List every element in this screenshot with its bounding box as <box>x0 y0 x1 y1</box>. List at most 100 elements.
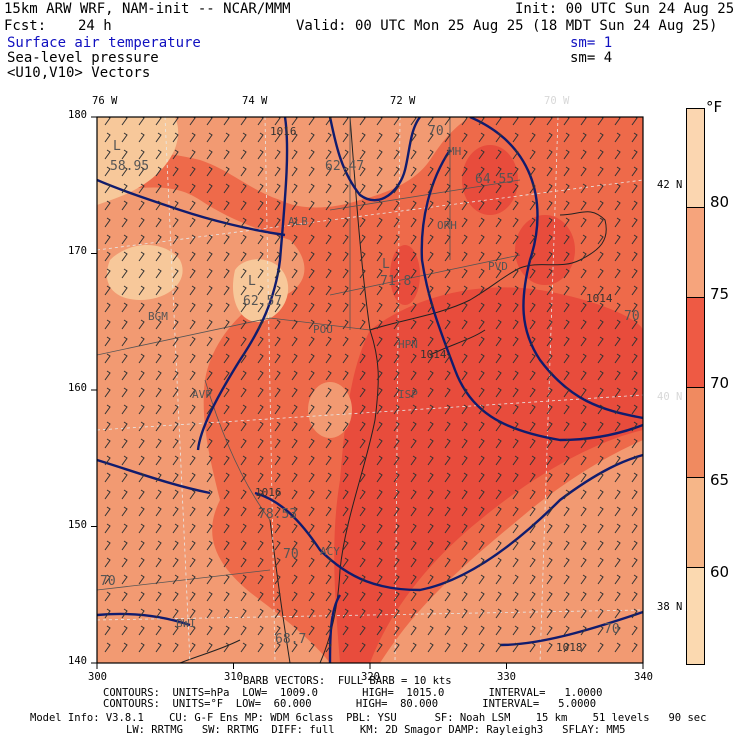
wind-barb <box>546 268 553 279</box>
wind-barb <box>631 642 638 653</box>
wind-barb <box>546 200 553 211</box>
wind-barb <box>240 268 247 279</box>
wind-barb <box>172 132 179 143</box>
wind-barb <box>529 642 536 653</box>
wind-barb <box>257 217 264 228</box>
wind-barb <box>325 438 332 449</box>
wind-barb <box>563 625 570 636</box>
wind-barb <box>291 183 298 194</box>
wind-barb <box>240 251 247 262</box>
wind-barb <box>427 234 434 245</box>
wind-barb <box>172 387 179 398</box>
wind-barb <box>597 455 604 466</box>
wind-barb <box>529 625 536 636</box>
wind-barb <box>240 217 247 228</box>
wind-barb <box>597 302 604 313</box>
wind-barb <box>308 506 315 517</box>
wind-barb <box>223 285 230 296</box>
wind-barb <box>155 455 162 466</box>
wind-barb <box>223 319 230 330</box>
wind-barb <box>240 438 247 449</box>
wind-barb <box>257 183 264 194</box>
wind-barb <box>240 285 247 296</box>
wind-barb <box>240 489 247 500</box>
wind-barb <box>376 574 383 585</box>
wind-barb <box>240 404 247 415</box>
wind-barb <box>138 251 145 262</box>
wind-barb <box>138 336 145 347</box>
wind-barb <box>359 438 366 449</box>
wind-barb <box>376 523 383 534</box>
wind-barb <box>155 183 162 194</box>
wind-barb <box>138 370 145 381</box>
station-labels: ALB BGM POU ORH PVD HPN ISP AVP ACY BWI … <box>148 145 508 630</box>
wind-barb <box>563 251 570 262</box>
wind-barb <box>342 387 349 398</box>
wind-barb <box>240 642 247 653</box>
wind-barb <box>461 268 468 279</box>
wind-barb <box>240 387 247 398</box>
wind-barb <box>121 540 128 551</box>
wind-barb <box>631 353 638 364</box>
wind-barb <box>631 455 638 466</box>
wind-barb <box>529 523 536 534</box>
wind-barb <box>121 200 128 211</box>
wind-barb <box>257 591 264 602</box>
wind-barb <box>240 183 247 194</box>
wind-barb <box>461 455 468 466</box>
wind-barb <box>563 608 570 619</box>
wind-barb <box>478 523 485 534</box>
wind-barb <box>342 166 349 177</box>
wind-barb <box>223 149 230 160</box>
wind-barb <box>104 472 111 483</box>
colorbar <box>686 108 705 665</box>
wind-barb <box>427 217 434 228</box>
pressure-label-1: 1016 <box>270 125 297 138</box>
wind-barb <box>529 353 536 364</box>
wind-barb <box>138 404 145 415</box>
wind-barb <box>359 472 366 483</box>
wind-barb <box>359 608 366 619</box>
wind-barb <box>478 370 485 381</box>
wind-barb <box>444 455 451 466</box>
temp-zone-bullseye-3 <box>515 215 575 285</box>
wind-barb <box>376 268 383 279</box>
wind-barb <box>274 132 281 143</box>
wind-barb <box>631 183 638 194</box>
wind-barb <box>376 642 383 653</box>
wind-barb <box>631 404 638 415</box>
wind-barb <box>461 234 468 245</box>
wind-barb <box>291 523 298 534</box>
wind-barb <box>376 387 383 398</box>
wind-barb <box>512 472 519 483</box>
wind-barb <box>393 353 400 364</box>
wind-barb <box>410 489 417 500</box>
wind-barb <box>546 472 553 483</box>
axis-ticks <box>91 116 644 669</box>
wind-barb <box>546 489 553 500</box>
wind-barb <box>512 285 519 296</box>
wind-barb <box>308 591 315 602</box>
wind-barb <box>189 251 196 262</box>
wind-barb <box>274 557 281 568</box>
wind-barb <box>104 217 111 228</box>
wind-barb <box>138 455 145 466</box>
wind-barb <box>478 574 485 585</box>
wind-barb <box>512 319 519 330</box>
wind-barb <box>427 642 434 653</box>
wind-barb <box>104 370 111 381</box>
wind-barb <box>410 642 417 653</box>
wind-barb <box>240 370 247 381</box>
wind-barb <box>189 489 196 500</box>
wind-barb <box>495 608 502 619</box>
wind-barb <box>206 438 213 449</box>
wind-barb <box>342 285 349 296</box>
wind-barb <box>257 489 264 500</box>
station-alb: ALB <box>288 215 308 228</box>
wind-barb <box>546 251 553 262</box>
wind-barb <box>546 183 553 194</box>
wind-barb <box>308 234 315 245</box>
wind-barb <box>308 387 315 398</box>
wind-barb <box>614 642 621 653</box>
wind-barb <box>359 149 366 160</box>
